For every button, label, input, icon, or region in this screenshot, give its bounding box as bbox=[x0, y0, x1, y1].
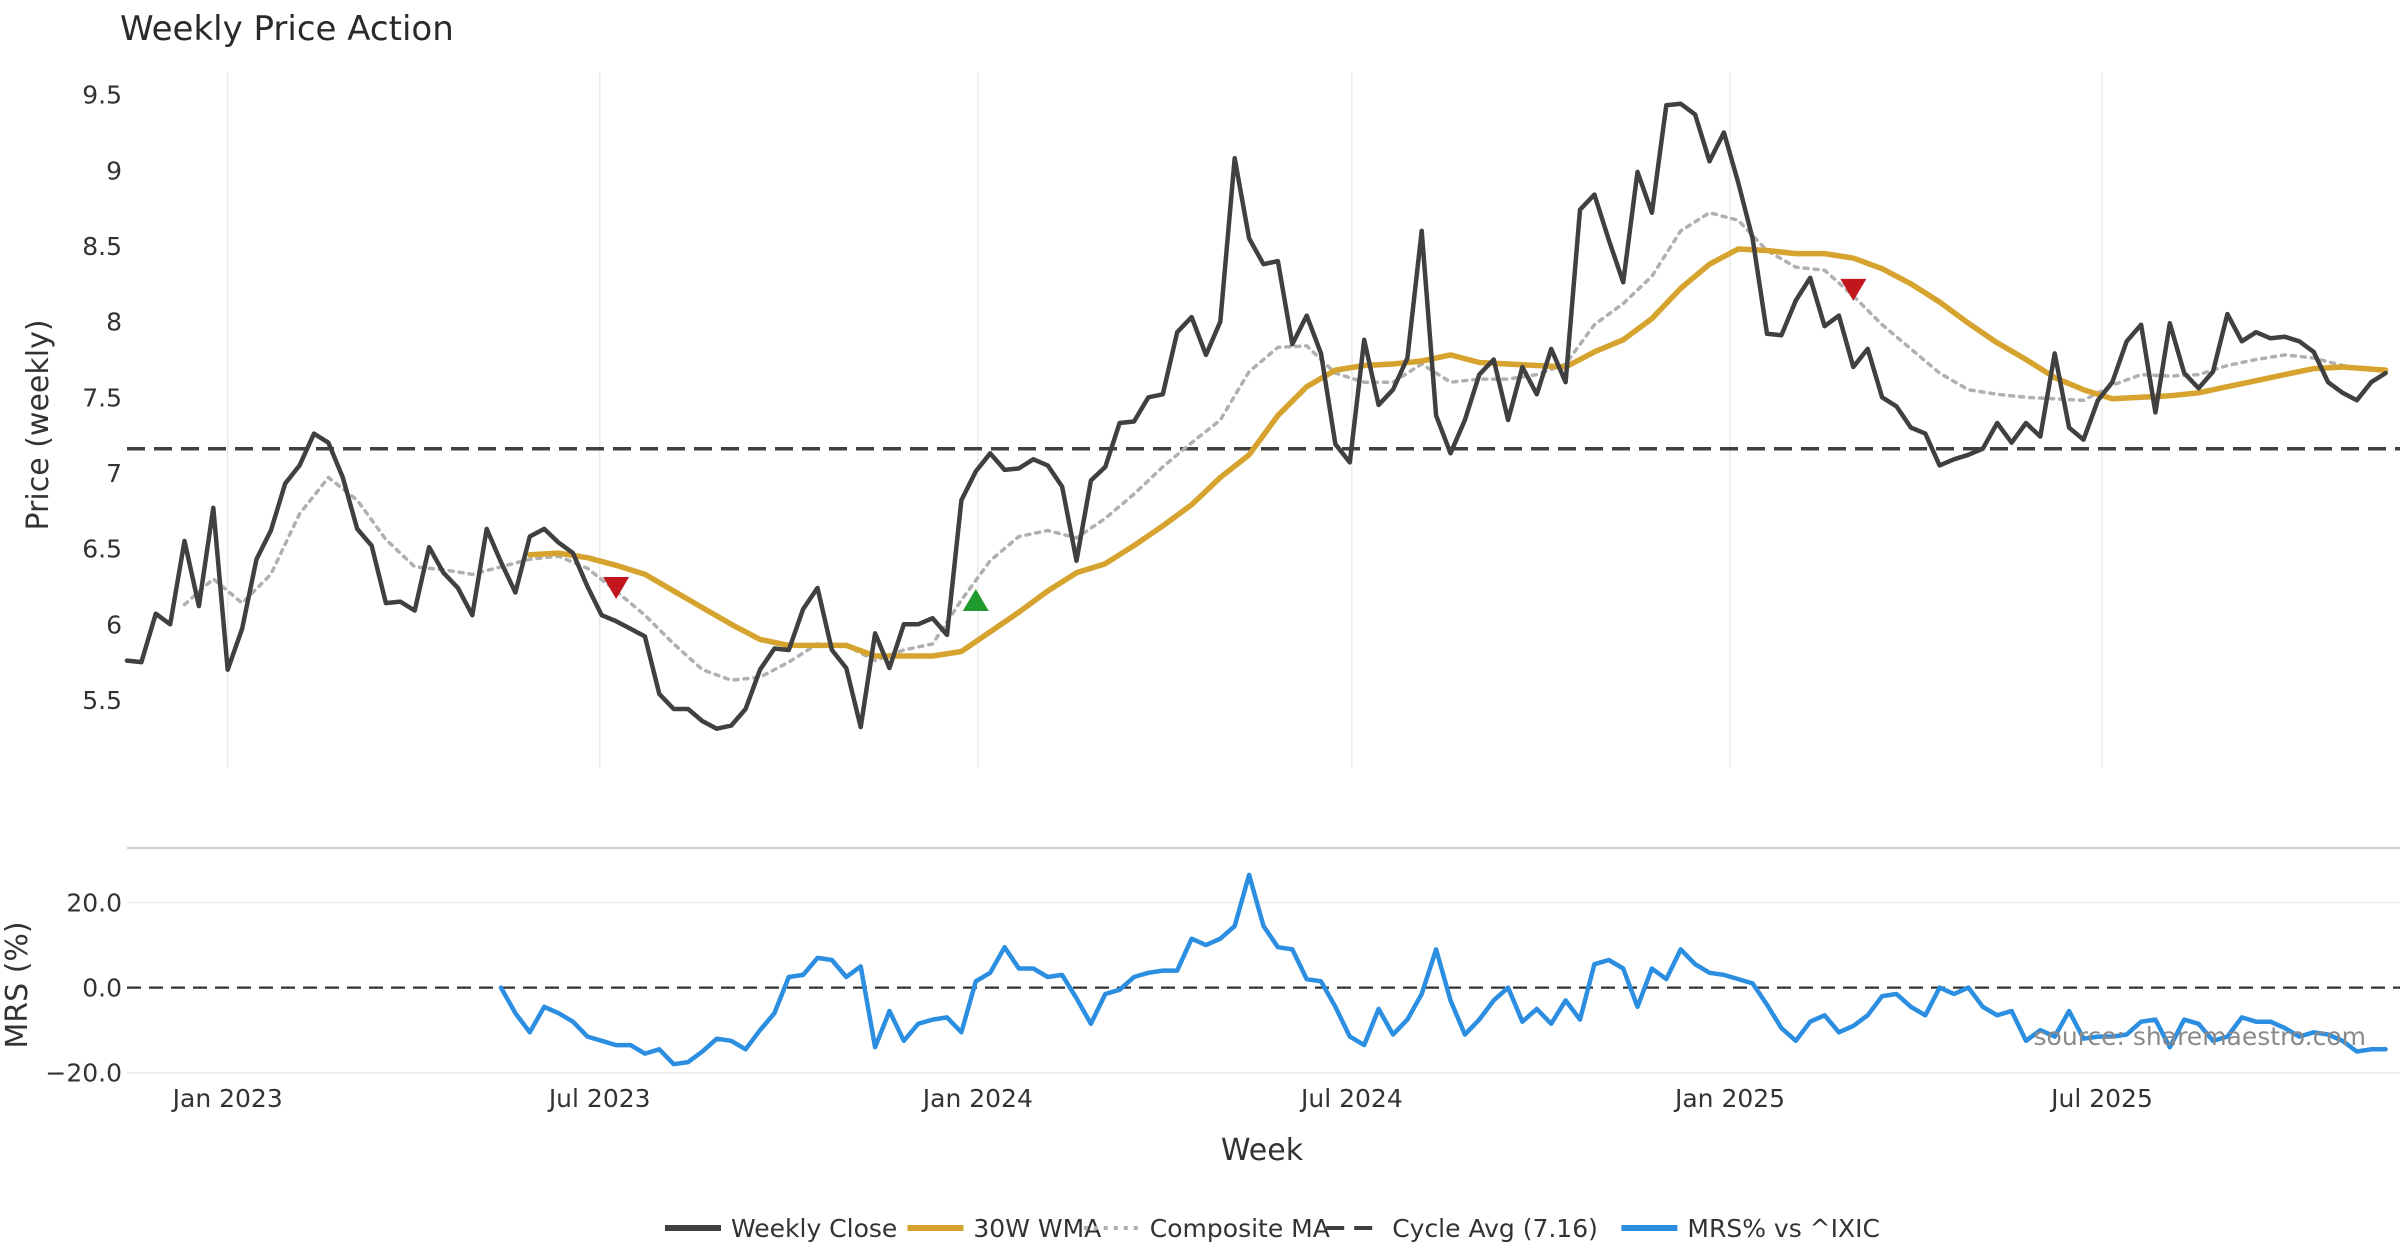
weekly-close-line bbox=[124, 101, 2388, 731]
x-tick-label: Jan 2023 bbox=[171, 1084, 283, 1113]
legend-label: Cycle Avg (7.16) bbox=[1392, 1214, 1598, 1243]
legend: Weekly Close 30W WMA Composite MA Cycle Avg… bbox=[665, 1214, 1880, 1243]
mrs-y-ticks: −20.0 0.0 20.0 bbox=[45, 889, 122, 1088]
mrs-y-tick-label: 0.0 bbox=[82, 974, 122, 1003]
legend-item: Cycle Avg (7.16) bbox=[1326, 1214, 1598, 1243]
sell-signal-marker bbox=[1840, 278, 1867, 301]
mrs-gridlines bbox=[127, 901, 2400, 1074]
mrs-y-tick-label: 20.0 bbox=[66, 889, 122, 918]
price-panel: 5.5 6 6.5 7 7.5 8 8.5 9 9.5 Price (weekly) bbox=[21, 72, 2400, 768]
x-tick-label: Jul 2023 bbox=[547, 1084, 651, 1113]
legend-label: MRS% vs ^IXIC bbox=[1687, 1214, 1880, 1243]
buy-signal-marker bbox=[962, 589, 989, 612]
legend-item: 30W WMA bbox=[907, 1214, 1101, 1243]
x-axis-ticks: Jan 2023 Jul 2023 Jan 2024 Jul 2024 Jan 2025… bbox=[171, 1084, 2153, 1113]
x-tick-label: Jan 2024 bbox=[921, 1084, 1033, 1113]
price-y-tick-label: 6 bbox=[106, 610, 122, 639]
price-y-tick-label: 7.5 bbox=[82, 383, 122, 412]
price-y-tick-label: 5.5 bbox=[82, 686, 122, 715]
signal-markers bbox=[603, 278, 1867, 612]
price-y-tick-label: 8 bbox=[106, 308, 122, 337]
mrs-line bbox=[498, 872, 2388, 1067]
legend-label: Composite MA bbox=[1150, 1214, 1330, 1243]
price-y-tick-label: 9 bbox=[106, 156, 122, 185]
source-annotation: source: sharemaestro.com bbox=[2034, 1022, 2367, 1051]
price-y-tick-label: 6.5 bbox=[82, 535, 122, 564]
legend-label: 30W WMA bbox=[973, 1214, 1101, 1243]
sell-signal-marker bbox=[603, 576, 630, 599]
composite-ma-line bbox=[182, 210, 2388, 682]
wma-30w-line bbox=[527, 246, 2389, 659]
price-y-tick-label: 9.5 bbox=[82, 81, 122, 110]
x-tick-label: Jul 2025 bbox=[2049, 1084, 2153, 1113]
mrs-series bbox=[498, 872, 2388, 1067]
x-tick-label: Jan 2025 bbox=[1673, 1084, 1785, 1113]
x-tick-label: Jul 2024 bbox=[1299, 1084, 1403, 1113]
legend-item: Weekly Close bbox=[665, 1214, 897, 1243]
chart-title: Weekly Price Action bbox=[120, 9, 454, 49]
price-series bbox=[124, 101, 2389, 731]
legend-item: Composite MA bbox=[1083, 1214, 1330, 1243]
mrs-panel: −20.0 0.0 20.0 MRS (%) source: sharemaestr… bbox=[0, 872, 2400, 1088]
x-axis-title: Week bbox=[1221, 1133, 1304, 1168]
price-y-tick-label: 7 bbox=[106, 459, 122, 488]
mrs-y-axis-title: MRS (%) bbox=[0, 921, 35, 1048]
legend-item: MRS% vs ^IXIC bbox=[1621, 1214, 1880, 1243]
price-y-ticks: 5.5 6 6.5 7 7.5 8 8.5 9 9.5 bbox=[82, 81, 122, 715]
mrs-y-tick-label: −20.0 bbox=[45, 1059, 122, 1088]
price-y-tick-label: 8.5 bbox=[82, 232, 122, 261]
legend-label: Weekly Close bbox=[731, 1214, 897, 1243]
price-y-axis-title: Price (weekly) bbox=[21, 319, 56, 530]
